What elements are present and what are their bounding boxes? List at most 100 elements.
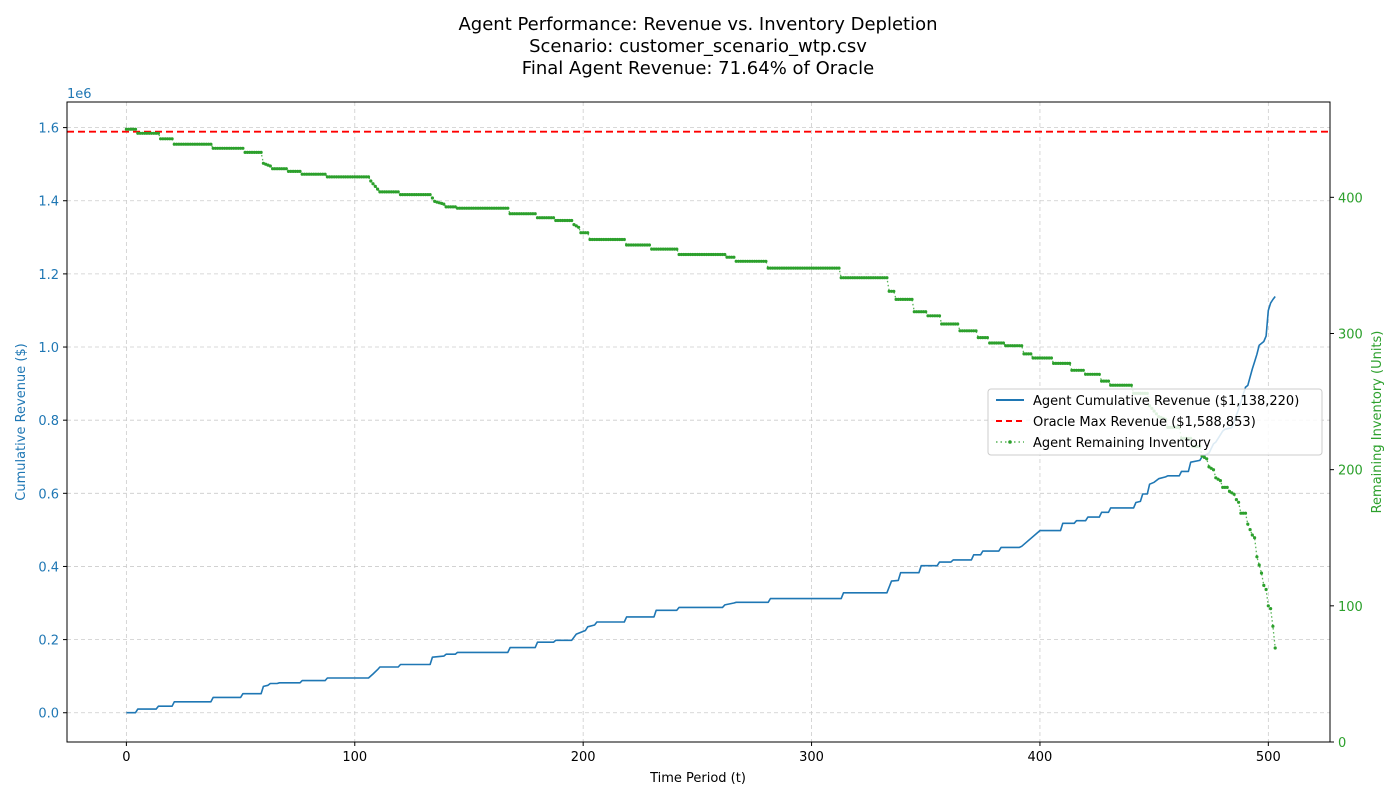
inventory-point <box>645 243 649 247</box>
inventory-point <box>766 266 770 270</box>
inventory-point <box>152 131 156 135</box>
inventory-point <box>446 205 450 209</box>
inventory-point <box>1102 379 1106 383</box>
right-tick-label: 200 <box>1338 464 1363 479</box>
inventory-point <box>542 216 546 220</box>
inventory-point <box>318 172 323 176</box>
inventory-point <box>517 212 521 216</box>
inventory-point <box>629 243 633 247</box>
inventory-point <box>508 212 512 216</box>
inventory-point <box>286 169 291 173</box>
inventory-point <box>746 259 750 263</box>
inventory-point <box>1086 372 1090 376</box>
inventory-point <box>812 266 816 270</box>
inventory-point <box>1205 457 1209 461</box>
inventory-point <box>937 314 942 318</box>
inventory-point <box>716 252 720 257</box>
inventory-point <box>184 142 188 146</box>
inventory-point <box>976 336 980 340</box>
inventory-point <box>1008 344 1012 348</box>
inventory-point <box>994 341 999 345</box>
inventory-point <box>476 206 480 210</box>
inventory-point <box>284 167 288 171</box>
inventory-point <box>405 193 409 197</box>
inventory-point <box>307 172 311 176</box>
inventory-point <box>835 266 839 270</box>
inventory-point <box>686 252 690 257</box>
chart-title-line-3: Final Agent Revenue: 71.64% of Oracle <box>522 58 874 79</box>
inventory-point <box>775 266 779 270</box>
inventory-point <box>156 131 160 135</box>
inventory-point <box>556 218 560 223</box>
inventory-point <box>1081 368 1085 372</box>
inventory-point <box>743 259 747 263</box>
inventory-point <box>492 206 496 210</box>
inventory-point <box>807 266 811 270</box>
inventory-point <box>216 146 220 150</box>
inventory-point <box>419 193 423 197</box>
inventory-point <box>547 216 551 220</box>
inventory-point <box>1248 528 1252 532</box>
inventory-point <box>1100 379 1104 383</box>
inventory-point <box>718 252 722 257</box>
inventory-point <box>570 218 574 223</box>
inventory-point <box>147 131 151 135</box>
inventory-point <box>892 289 896 293</box>
inventory-point <box>348 175 352 179</box>
inventory-point <box>314 172 318 176</box>
inventory-point <box>755 259 759 263</box>
inventory-point <box>684 252 688 257</box>
inventory-point <box>864 276 869 280</box>
right-tick-label: 300 <box>1338 327 1363 342</box>
inventory-point <box>232 146 236 150</box>
inventory-point <box>819 266 823 270</box>
inventory-point <box>1109 383 1113 387</box>
inventory-point <box>1006 344 1010 348</box>
inventory-point <box>339 175 343 179</box>
inventory-point <box>469 206 473 210</box>
inventory-point <box>967 329 971 333</box>
inventory-point <box>172 142 176 146</box>
inventory-point <box>460 206 464 210</box>
inventory-point <box>803 266 807 270</box>
inventory-point <box>426 193 430 197</box>
inventory-point <box>503 206 508 210</box>
inventory-point <box>177 142 181 146</box>
inventory-point <box>752 259 757 263</box>
inventory-point <box>810 266 814 270</box>
inventory-point <box>625 243 629 247</box>
inventory-point <box>211 146 215 150</box>
inventory-point <box>293 169 297 173</box>
inventory-point <box>366 175 371 179</box>
inventory-point <box>682 252 686 257</box>
inventory-point <box>1237 500 1241 504</box>
inventory-point <box>903 297 907 301</box>
inventory-point <box>241 146 245 150</box>
inventory-point <box>513 212 517 216</box>
right-y-axis-label: Remaining Inventory (Units) <box>1370 331 1385 514</box>
inventory-point <box>302 172 307 176</box>
inventory-point <box>917 310 921 314</box>
inventory-point <box>867 276 871 280</box>
inventory-point <box>175 142 179 146</box>
inventory-point <box>474 206 478 210</box>
right-tick-label: 400 <box>1338 191 1363 206</box>
inventory-point <box>1216 477 1220 481</box>
inventory-point <box>1234 498 1238 502</box>
inventory-point <box>1084 372 1088 376</box>
inventory-point <box>296 169 300 173</box>
inventory-point <box>1038 356 1042 360</box>
inventory-point <box>465 206 469 210</box>
inventory-point <box>796 266 800 270</box>
inventory-point <box>207 142 211 146</box>
inventory-point <box>280 167 284 171</box>
inventory-point <box>1022 352 1026 356</box>
legend: Agent Cumulative Revenue ($1,138,220) Or… <box>987 388 1323 456</box>
inventory-point <box>725 255 729 259</box>
inventory-point <box>732 255 736 259</box>
inventory-point <box>282 167 286 171</box>
inventory-point <box>1214 476 1218 480</box>
inventory-point <box>275 167 279 171</box>
inventory-point <box>458 206 462 210</box>
inventory-point <box>323 172 327 176</box>
